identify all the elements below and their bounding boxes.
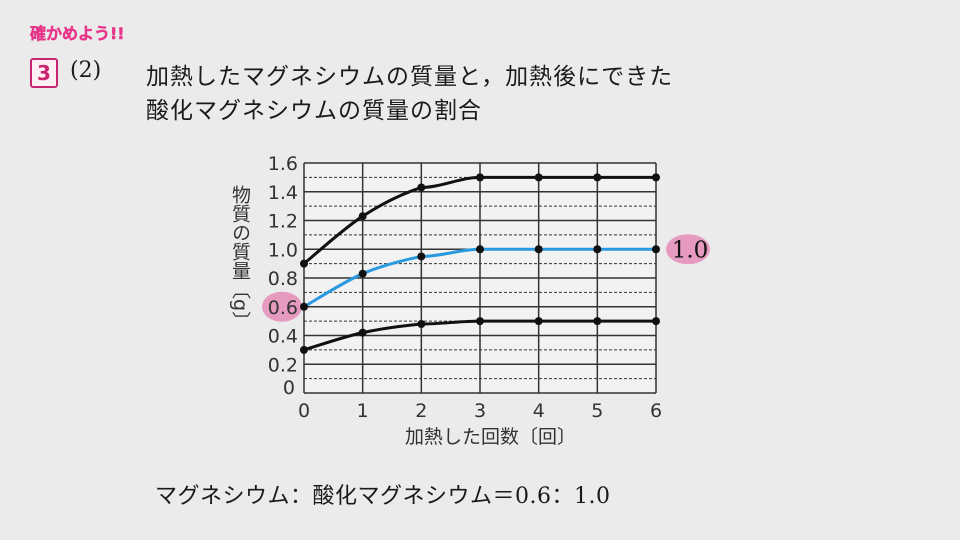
data-point [534, 317, 543, 326]
question-number: 3 [30, 58, 58, 88]
data-point [593, 317, 602, 326]
data-point [652, 173, 660, 182]
x-tick-label: 4 [533, 400, 545, 422]
y-tick-label: 1.6 [268, 153, 298, 175]
data-point [476, 245, 484, 254]
check-badge: 確かめよう!! [30, 24, 125, 44]
data-point [652, 245, 660, 254]
y-tick-label: 0.2 [268, 354, 298, 376]
y-tick-label: 0 [283, 377, 295, 399]
data-point [358, 269, 367, 278]
data-point [417, 183, 426, 192]
y-tick-label: 0.8 [268, 268, 298, 290]
data-point [358, 212, 367, 221]
title-line-1: 加熱したマグネシウムの質量と，加熱後にできた [146, 64, 674, 90]
x-axis-label: 加熱した回数〔回〕 [405, 426, 577, 448]
answer-ratio: マグネシウム：酸化マグネシウム＝0.6：1.0 [155, 484, 611, 509]
sub-question-number: (2) [70, 58, 102, 83]
x-tick-label: 6 [650, 400, 662, 422]
y-tick-label: 1.4 [268, 182, 298, 204]
data-point [593, 173, 602, 182]
annotation-right: 1.0 [672, 237, 709, 263]
data-point [358, 328, 367, 337]
title-line-2: 酸化マグネシウムの質量の割合 [146, 98, 482, 124]
data-point [534, 245, 543, 254]
data-point [417, 252, 426, 261]
data-point [300, 345, 308, 354]
highlight-right [666, 234, 710, 265]
x-tick-label: 0 [298, 400, 310, 422]
y-tick-label: 1.0 [268, 239, 298, 261]
data-point [593, 245, 602, 254]
data-point [534, 173, 543, 182]
x-tick-label: 1 [357, 400, 369, 422]
data-point [417, 320, 426, 328]
y-axis-label: 物質の質量〔g〕 [229, 185, 251, 331]
y-tick-label: 0.4 [268, 326, 298, 348]
x-tick-label: 5 [591, 400, 603, 422]
y-tick-label: 1.2 [268, 211, 298, 233]
x-tick-label: 3 [474, 400, 486, 422]
data-point [476, 317, 484, 326]
annotation-left: 0.6 [268, 297, 298, 319]
data-point [300, 302, 308, 311]
data-point [300, 259, 308, 268]
data-point [652, 317, 660, 326]
x-tick-label: 2 [415, 400, 427, 422]
highlight-left [262, 291, 302, 322]
data-point [476, 173, 484, 182]
